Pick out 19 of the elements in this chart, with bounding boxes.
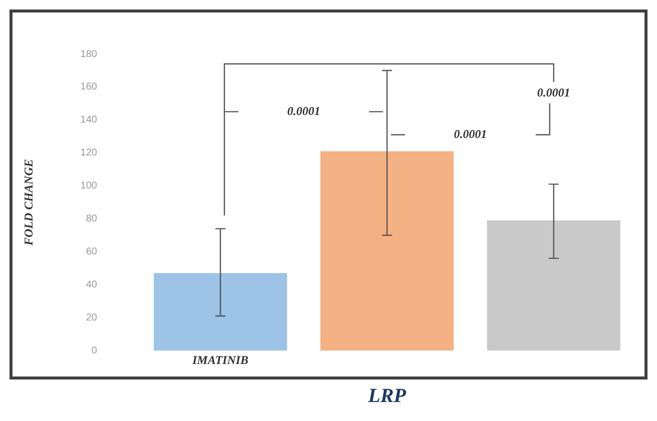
y-tick-label: 180 (80, 48, 98, 60)
y-axis-title: FOLD CHANGE (21, 159, 36, 246)
y-tick-label: 40 (86, 279, 98, 290)
y-tick-label: 80 (86, 214, 98, 225)
bar (487, 220, 620, 351)
y-tick-label: 20 (86, 312, 98, 324)
y-tick-label: 120 (80, 148, 98, 159)
y-tick-label: 160 (80, 82, 98, 93)
y-tick-label: 0 (92, 345, 98, 356)
y-tick-label: 60 (86, 246, 98, 258)
x-tick-label: IMATINIB (191, 352, 248, 367)
annotation: 0.0001 (454, 126, 487, 141)
x-axis-title: LRP (367, 385, 407, 408)
bar (320, 151, 454, 351)
y-tick-label: 140 (80, 114, 98, 126)
y-tick-label: 100 (80, 180, 98, 192)
annotation: 0.0001 (287, 104, 320, 118)
bar (154, 273, 288, 351)
annotation: 0.0001 (537, 86, 570, 100)
